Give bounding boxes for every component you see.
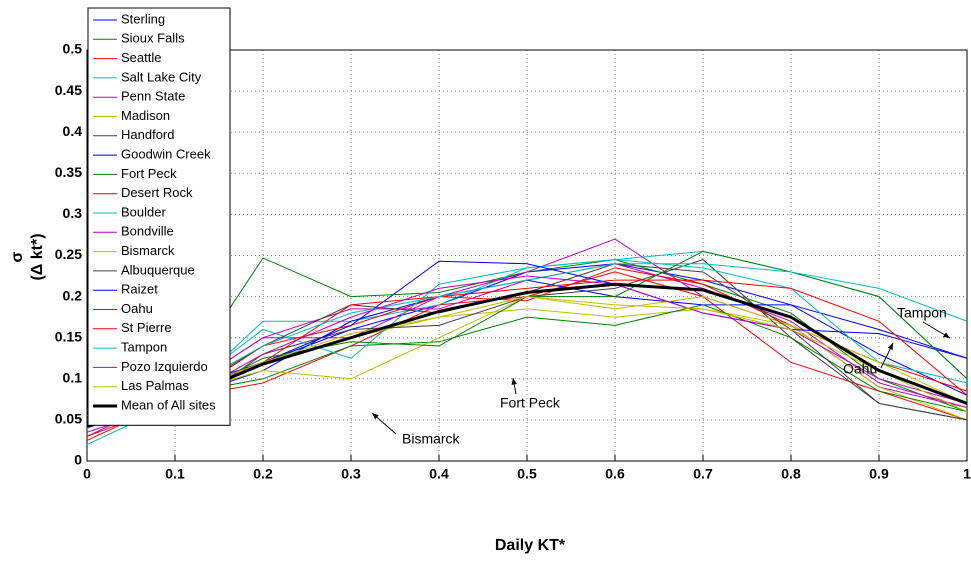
legend-label: Desert Rock bbox=[121, 185, 193, 200]
annotation-arrowhead bbox=[943, 332, 950, 338]
legend-label: Goodwin Creek bbox=[121, 147, 211, 162]
y-axis-label: (Δ kt*) bbox=[29, 233, 46, 280]
legend-label: Boulder bbox=[121, 204, 166, 219]
x-tick-label: 0.8 bbox=[781, 466, 801, 482]
y-tick-label: 0.4 bbox=[63, 123, 83, 139]
annotation-arrowhead bbox=[511, 378, 517, 385]
x-tick-label: 0.2 bbox=[253, 466, 273, 482]
x-tick-label: 1 bbox=[963, 466, 971, 482]
legend-label: Fort Peck bbox=[121, 166, 177, 181]
legend-label: Sterling bbox=[121, 11, 165, 26]
legend-label: Tampon bbox=[121, 340, 167, 355]
legend-label: Salt Lake City bbox=[121, 69, 202, 84]
series-line bbox=[86, 275, 968, 433]
legend-label: Mean of All sites bbox=[121, 397, 216, 412]
series-line bbox=[174, 259, 968, 421]
annotation: Bismarck bbox=[402, 431, 461, 447]
x-tick-label: 0.3 bbox=[341, 466, 361, 482]
legend-label: Raizet bbox=[121, 282, 158, 297]
x-tick-label: 0.1 bbox=[165, 466, 185, 482]
y-axis-label: σ bbox=[9, 251, 26, 262]
y-tick-label: 0.2 bbox=[63, 287, 83, 303]
x-tick-label: 0.6 bbox=[605, 466, 625, 482]
legend-label: Penn State bbox=[121, 89, 185, 104]
series-line bbox=[86, 296, 968, 421]
legend-label: Oahu bbox=[121, 301, 153, 316]
y-tick-label: 0.05 bbox=[55, 411, 82, 427]
series-line bbox=[86, 259, 968, 429]
legend-label: Sioux Falls bbox=[121, 31, 185, 46]
x-tick-label: 0.9 bbox=[869, 466, 889, 482]
legend-label: Bismarck bbox=[121, 243, 175, 258]
legend-label: Seattle bbox=[121, 50, 161, 65]
series-line bbox=[86, 263, 968, 429]
annotation-arrowhead bbox=[887, 343, 893, 350]
y-tick-label: 0.45 bbox=[55, 82, 82, 98]
annotation: Tampon bbox=[897, 305, 947, 321]
series-line bbox=[86, 282, 968, 428]
x-axis-label: Daily KT* bbox=[495, 537, 566, 554]
annotation-arrowhead bbox=[372, 413, 379, 420]
x-tick-label: 0.5 bbox=[517, 466, 537, 482]
legend-label: Las Palmas bbox=[121, 378, 189, 393]
annotation: Oahu bbox=[843, 361, 877, 377]
y-tick-label: 0.35 bbox=[55, 164, 82, 180]
y-tick-label: 0.5 bbox=[63, 41, 83, 57]
series-line bbox=[86, 304, 968, 421]
legend-label: Handford bbox=[121, 127, 174, 142]
series-line bbox=[86, 260, 968, 425]
legend-label: Albuquerque bbox=[121, 262, 195, 277]
legend-label: Bondville bbox=[121, 224, 174, 239]
plot-frame bbox=[86, 49, 968, 462]
y-tick-label: 0.3 bbox=[63, 205, 83, 221]
legend-label: St Pierre bbox=[121, 320, 172, 335]
x-tick-label: 0.4 bbox=[429, 466, 449, 482]
y-tick-label: 0.25 bbox=[55, 246, 82, 262]
y-tick-label: 0 bbox=[74, 452, 82, 468]
legend-label: Pozo Izquierdo bbox=[121, 359, 208, 374]
y-tick-label: 0.1 bbox=[63, 370, 83, 386]
x-tick-label: 0 bbox=[83, 466, 91, 482]
annotation: Fort Peck bbox=[500, 395, 561, 411]
legend-label: Madison bbox=[121, 108, 170, 123]
x-tick-label: 0.7 bbox=[693, 466, 713, 482]
y-tick-label: 0.15 bbox=[55, 328, 82, 344]
